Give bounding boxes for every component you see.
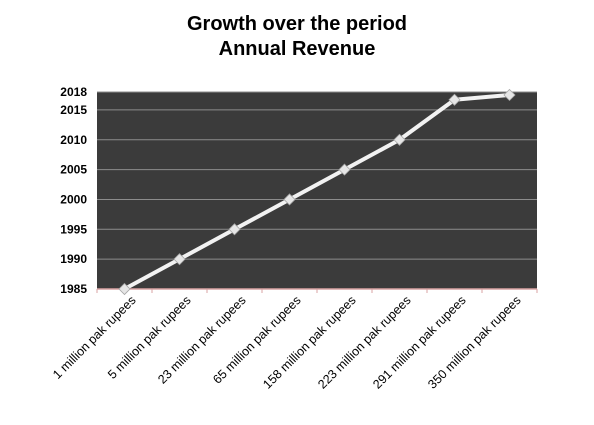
y-tick-label-2005: 2005 [60,163,87,177]
chart-title-line-2: Annual Revenue [218,38,376,60]
chart-title: Growth over the period Annual Revenue [0,12,594,62]
data-point-marker [503,88,516,102]
data-point-marker [448,93,461,106]
y-tick-label-2010: 2010 [60,133,87,147]
x-tick-label: 158 million pak rupees [260,293,358,391]
chart-title-line-1: Growth over the period [186,13,408,35]
y-tick-label-2018: 2018 [60,85,87,99]
data-markers [118,88,516,296]
y-axis-tick-labels: 1985 1990 1995 2000 2005 2010 2015 2018 [60,85,87,296]
data-point-marker [228,223,241,236]
data-point-marker [118,282,131,296]
gridlines [96,91,538,293]
y-tick-label-1995: 1995 [60,222,87,236]
x-tick-label: 350 million pak rupees [425,293,523,391]
series-line-group [122,92,512,291]
data-point-marker [173,253,186,266]
y-tick-label-1985: 1985 [60,282,87,296]
data-point-marker [338,163,351,176]
data-point-marker [283,193,296,206]
x-tick-label: 291 million pak rupees [370,293,468,391]
plot-area [97,92,537,289]
x-tick-label: 223 million pak rupees [315,293,413,391]
y-tick-label-2000: 2000 [60,192,87,206]
y-tick-label-1990: 1990 [60,252,87,266]
series-line [122,92,512,291]
data-point-marker [393,133,406,146]
y-tick-label-2015: 2015 [60,103,87,117]
